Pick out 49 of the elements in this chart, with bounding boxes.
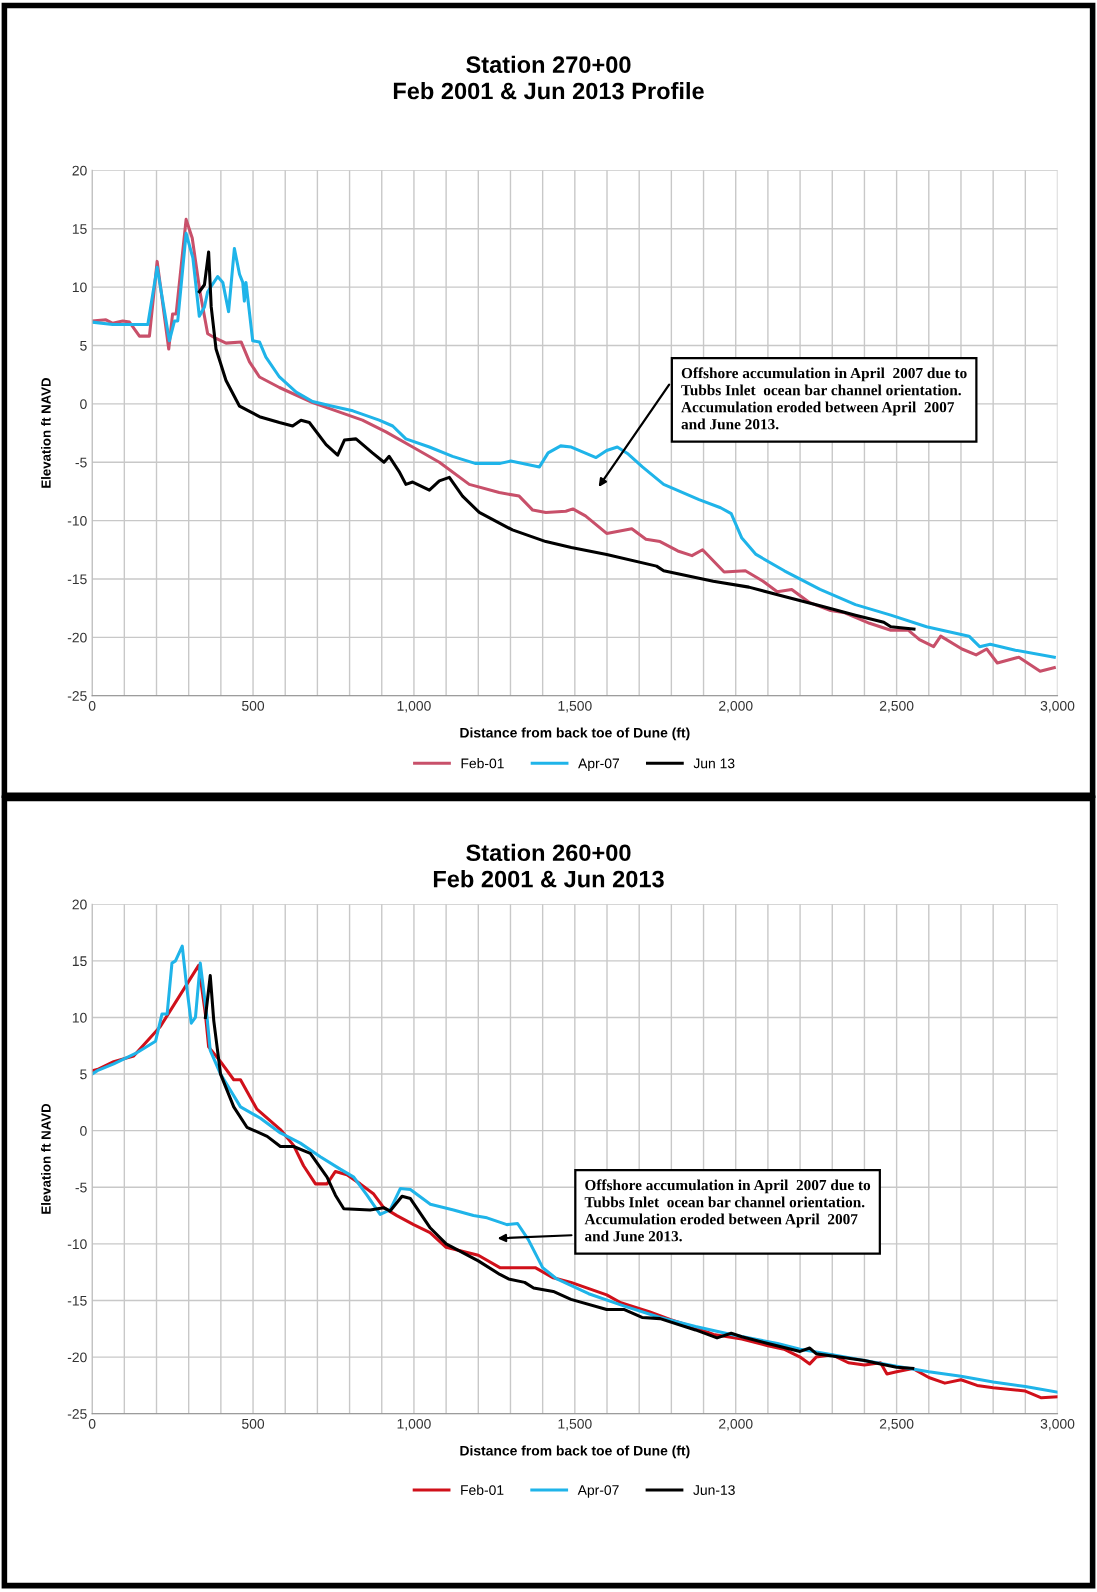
x-tick-label: 2,000 — [719, 1418, 753, 1431]
y-tick-label: -25 — [67, 691, 87, 701]
legend-label: Apr-07 — [578, 758, 620, 772]
y-axis-title: Elevation ft NAVD — [41, 1103, 51, 1214]
y-tick-label: 20 — [72, 165, 87, 176]
y-tick-label: 10 — [72, 282, 87, 293]
legend-label: Apr-07 — [577, 1485, 619, 1498]
x-tick-label: 2,500 — [879, 700, 914, 713]
y-tick-label: -15 — [67, 574, 87, 585]
y-tick-label: 0 — [80, 1126, 87, 1136]
y-axis-title: Elevation ft NAVD — [41, 377, 51, 488]
line-series — [203, 974, 915, 1370]
y-tick-label: -20 — [67, 1352, 87, 1363]
x-tick-label: 2,000 — [719, 700, 753, 713]
y-tick-label: -15 — [67, 1295, 87, 1306]
y-tick-label: -20 — [67, 632, 87, 643]
y-tick-label: 20 — [72, 899, 87, 910]
y-tick-label: -10 — [67, 1239, 87, 1250]
y-tick-label: -5 — [75, 457, 87, 468]
y-tick-label: -25 — [67, 1409, 87, 1419]
x-tick-label: 500 — [242, 700, 265, 711]
x-tick-label: 500 — [242, 1418, 265, 1429]
y-tick-label: -5 — [75, 1182, 87, 1193]
x-tick-label: 1,000 — [397, 700, 431, 713]
x-tick-label: 1,500 — [558, 700, 592, 713]
x-tick-label: 1,000 — [397, 1418, 431, 1431]
y-tick-label: 10 — [72, 1012, 87, 1023]
y-tick-label: 15 — [72, 224, 87, 234]
annotation: Offshore accumulation in April 2007 due to Tubbs Inlet ocean bar channel orientation. Accumulation eroded between April 2007 and June 2013. — [584, 1179, 871, 1242]
y-tick-label: 5 — [80, 340, 87, 351]
annotation: Offshore accumulation in April 2007 due to Tubbs Inlet ocean bar channel orientation. Accumulation eroded between April 2007 and June 2013. — [681, 367, 967, 430]
y-tick-label: 0 — [80, 399, 87, 410]
x-tick-label: 0 — [88, 700, 96, 711]
x-tick-label: 3,000 — [1040, 700, 1075, 713]
chart-title: Station 260+00 Feb 2001 & Jun 2013 — [433, 843, 664, 888]
legend-label: Jun-13 — [693, 1485, 735, 1495]
x-axis-title: Distance from back toe of Dune (ft) — [460, 727, 690, 741]
y-tick-label: 5 — [80, 1069, 87, 1080]
legend-label: Feb-01 — [461, 1484, 504, 1495]
legend-label: Feb-01 — [461, 758, 504, 769]
y-tick-label: 15 — [72, 956, 87, 967]
x-tick-label: 3,000 — [1040, 1418, 1075, 1431]
x-tick-label: 0 — [88, 1418, 96, 1429]
x-axis-title: Distance from back toe of Dune (ft) — [460, 1445, 690, 1459]
chart-title: Station 270+00 Feb 2001 & Jun 2013 Profile — [393, 55, 704, 100]
x-tick-label: 2,500 — [879, 1418, 914, 1431]
legend-label: Jun 13 — [693, 758, 735, 769]
y-tick-label: -10 — [67, 515, 87, 526]
x-tick-label: 1,500 — [558, 1418, 592, 1431]
